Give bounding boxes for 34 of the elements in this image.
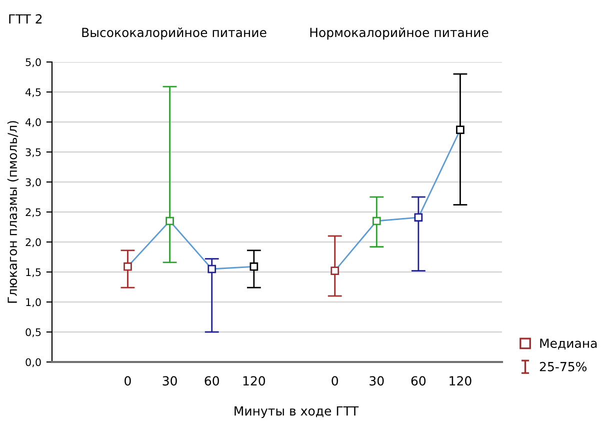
y-tick-label: 4,5 xyxy=(26,88,41,98)
point xyxy=(456,126,464,134)
y-tick-label: 0,0 xyxy=(26,358,41,368)
x-axis-title: Минуты в ходе ГТТ xyxy=(234,406,359,418)
point xyxy=(414,213,423,222)
y-tick-label: 5,0 xyxy=(26,58,41,68)
text: ГТТ 2 xyxy=(9,14,42,24)
y-tick-label: 3,0 xyxy=(26,178,41,188)
y-tick-label: 3,5 xyxy=(26,148,41,158)
chart-title: Нормокалорийное питание xyxy=(310,28,488,40)
y-axis-title: Глюкагон плазмы (пмоль/л) xyxy=(7,121,19,303)
point xyxy=(250,262,258,271)
chart-title: Высококалорийное питание xyxy=(82,28,266,40)
point xyxy=(124,262,132,271)
x-tick-label: 60 xyxy=(204,376,219,386)
legend-label: Медиана xyxy=(540,338,597,350)
y-tick-label: 2,0 xyxy=(26,238,41,248)
x-tick-label: 30 xyxy=(370,376,384,386)
point xyxy=(372,216,381,226)
y-tick-label: 1,5 xyxy=(26,268,41,278)
point xyxy=(330,266,340,275)
x-tick-label: 120 xyxy=(243,376,266,386)
x-tick-label: 60 xyxy=(411,376,426,386)
y-tick-label: 0,5 xyxy=(26,328,41,338)
point xyxy=(166,216,174,226)
y-tick-label: 4,0 xyxy=(26,118,41,128)
x-tick-label: 120 xyxy=(450,376,472,386)
y-tick-label: 1,0 xyxy=(26,298,41,308)
x-tick-label: 30 xyxy=(162,376,177,386)
point xyxy=(208,264,216,274)
y-tick-label: 2,5 xyxy=(26,208,41,218)
text: 25-75% xyxy=(540,362,587,372)
x-tick-label: 0 xyxy=(124,376,131,386)
x-tick-label: 0 xyxy=(332,376,338,386)
